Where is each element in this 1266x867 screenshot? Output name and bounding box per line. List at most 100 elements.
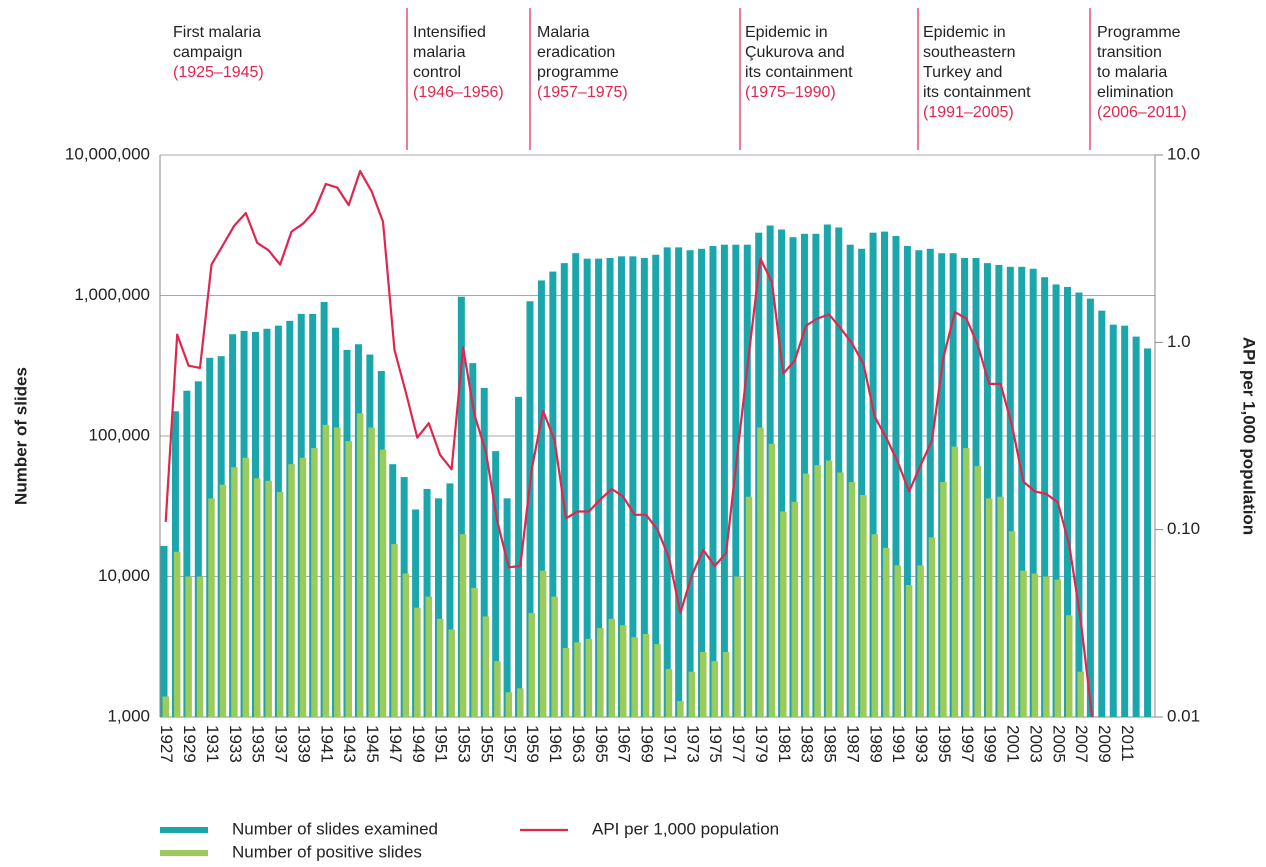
x-tick-label: 1989 xyxy=(866,725,885,763)
bar xyxy=(494,661,501,717)
bar xyxy=(482,616,490,717)
period-label: Programme xyxy=(1097,24,1181,41)
x-tick-label: 2005 xyxy=(1049,725,1068,763)
bar xyxy=(1086,298,1094,717)
x-tick-label: 1937 xyxy=(272,725,291,763)
bar xyxy=(503,498,511,717)
bar xyxy=(391,544,398,717)
period-label: southeastern xyxy=(923,44,1016,61)
period-years: (1975–1990) xyxy=(745,84,836,101)
x-tick-label: 1951 xyxy=(432,725,451,763)
period-label: programme xyxy=(537,64,619,81)
bar xyxy=(917,565,924,717)
bar xyxy=(583,258,591,717)
bar xyxy=(983,263,991,717)
bar xyxy=(1121,325,1129,717)
bar xyxy=(539,570,547,717)
bar xyxy=(597,627,604,717)
period-label: Çukurova and xyxy=(745,44,845,61)
x-tick-label: 1927 xyxy=(157,725,176,763)
y-tick-label: 10,000,000 xyxy=(65,144,150,163)
bar xyxy=(860,495,867,717)
period-label: elimination xyxy=(1097,84,1173,101)
period-label: Intensified xyxy=(413,24,486,41)
x-tick-label: 1929 xyxy=(180,725,199,763)
period-label: Malaria xyxy=(537,24,590,41)
bar xyxy=(471,587,478,717)
bar xyxy=(1109,324,1117,717)
bar xyxy=(595,258,603,717)
bar xyxy=(871,534,879,717)
x-tick-label: 1945 xyxy=(363,725,382,763)
x-tick-label: 1957 xyxy=(500,725,519,763)
bar xyxy=(894,565,901,717)
bar xyxy=(915,250,923,717)
bar xyxy=(789,237,797,718)
bar xyxy=(1066,615,1073,717)
period-label: transition xyxy=(1097,44,1162,61)
period-label: First malaria xyxy=(173,24,261,41)
y-tick-label: 1,000,000 xyxy=(74,285,150,304)
bar xyxy=(574,642,581,717)
legend-swatch xyxy=(160,850,208,856)
x-tick-label: 1961 xyxy=(546,725,565,763)
bar xyxy=(711,661,718,717)
x-tick-label: 1967 xyxy=(615,725,634,763)
y-axis-title: Number of slides xyxy=(11,367,30,505)
x-tick-label: 1987 xyxy=(843,725,862,763)
x-tick-label: 1975 xyxy=(706,725,725,763)
bar xyxy=(675,247,683,717)
bar xyxy=(617,256,625,717)
period-label: malaria xyxy=(413,44,466,61)
period-years: (1991–2005) xyxy=(923,104,1014,121)
bar xyxy=(160,545,168,717)
x-tick-label: 1941 xyxy=(317,725,336,763)
bar xyxy=(619,625,627,717)
period-years: (1925–1945) xyxy=(173,64,264,81)
bar xyxy=(549,271,557,717)
bar xyxy=(743,244,751,717)
x-tick-label: 1965 xyxy=(592,725,611,763)
bar xyxy=(231,467,238,717)
bar xyxy=(720,244,728,717)
bar xyxy=(185,576,192,717)
x-tick-label: 2009 xyxy=(1095,725,1114,763)
y2-tick-label: 1.0 xyxy=(1167,332,1191,351)
bar xyxy=(928,537,936,717)
bar xyxy=(1020,570,1027,717)
bar xyxy=(940,482,947,717)
bar xyxy=(631,637,638,717)
x-tick-label: 1953 xyxy=(455,725,474,763)
bar xyxy=(951,446,959,717)
bar xyxy=(814,465,821,717)
bar xyxy=(1043,576,1050,717)
x-tick-label: 2011 xyxy=(1118,725,1137,762)
bar xyxy=(334,427,341,717)
x-tick-label: 1931 xyxy=(203,725,222,763)
bar xyxy=(1098,310,1106,717)
bar xyxy=(732,244,740,717)
bar xyxy=(276,491,284,717)
bar xyxy=(1132,336,1140,717)
bar xyxy=(780,511,787,717)
bar xyxy=(905,584,913,717)
x-tick-label: 2007 xyxy=(1072,725,1091,763)
y2-tick-label: 0.10 xyxy=(1167,519,1200,538)
bar xyxy=(1064,286,1072,717)
bar xyxy=(1054,579,1062,717)
bar xyxy=(700,652,707,717)
bar xyxy=(825,460,833,717)
y2-tick-label: 10.0 xyxy=(1167,144,1200,163)
bar xyxy=(436,618,444,717)
bar xyxy=(448,629,455,717)
period-years: (1946–1956) xyxy=(413,84,504,101)
bar xyxy=(585,638,593,717)
period-label: campaign xyxy=(173,44,242,61)
bar xyxy=(642,633,650,717)
bar xyxy=(446,483,454,717)
x-tick-label: 1939 xyxy=(294,725,313,763)
bar xyxy=(1144,348,1152,717)
bar xyxy=(903,246,911,717)
bar xyxy=(892,236,900,718)
x-tick-label: 1955 xyxy=(477,725,496,763)
